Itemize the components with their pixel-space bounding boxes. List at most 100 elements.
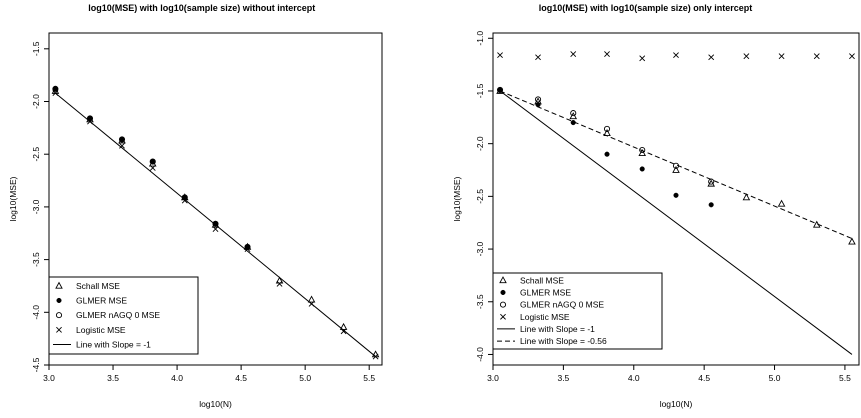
cross-point [308,300,315,307]
cross-point [276,280,283,287]
cross-point [849,53,855,60]
x-tick-label: 4.0 [628,373,640,383]
triangle-point [275,276,284,284]
cross-point [813,53,820,60]
legend-label: Logistic MSE [76,325,126,335]
cross-point [639,55,646,62]
legend-triangle-symbol [499,276,507,284]
cross-point [212,226,219,232]
cross-point [497,52,503,59]
cross-point [181,197,188,204]
dashed-reference-line [499,90,853,239]
legend-label: Line with Slope = -1 [76,339,151,349]
legend-cross-symbol [500,313,506,320]
triangle-point [339,322,348,330]
x-tick-label: 5.0 [769,373,781,383]
y-tick-label: -4.0 [31,305,41,320]
panel-1-legend: Schall MSE GLMER MSE GLMER nAGQ 0 MSE Logis… [48,276,199,355]
y-tick-label: -1.5 [475,83,485,98]
dot-point [570,120,576,126]
cross-point [149,164,156,171]
triangle-point [569,112,578,120]
x-tick-label: 3.5 [107,373,119,383]
y-tick-label: -2.0 [31,94,41,109]
dot-point [535,102,541,108]
dot-point [604,151,610,157]
panel-1-title: log10(MSE) with log10(sample size) witho… [88,3,315,13]
circle-point [672,162,680,169]
y-tick-label: -2.0 [475,136,485,151]
cross-point [52,90,59,96]
cross-point [778,53,785,60]
y-tick-label: -2.5 [475,189,485,204]
cross-point [535,54,541,61]
panel-1: log10(MSE) with log10(sample size) witho… [8,3,383,409]
cross-point [743,53,750,60]
circle-point [534,96,542,103]
legend-circle-symbol [55,312,63,319]
cross-point [570,51,577,57]
x-tick-label: 4.0 [171,373,183,383]
legend-box [48,276,199,355]
cross-point [87,118,93,125]
cross-point [119,142,125,149]
triangle-point [672,165,680,173]
y-axis-label: log10(MSE) [8,176,18,221]
legend-triangle-symbol [55,281,63,289]
y-tick-label: -3.0 [475,241,485,256]
circle-point [496,86,504,93]
triangle-point [777,199,786,207]
circle-point [118,136,126,143]
y-tick-label: -2.5 [31,147,41,162]
legend-circle-symbol [499,301,507,308]
dot-point [708,202,714,208]
x-tick-label: 3.0 [43,373,55,383]
x-tick-label: 5.5 [839,373,851,383]
panel-1-frame [48,32,383,366]
y-axis-label: log10(MSE) [452,176,462,221]
legend-label: GLMER nAGQ 0 MSE [520,300,604,310]
x-tick-label: 3.0 [487,373,499,383]
legend-label: GLMER nAGQ 0 MSE [76,310,160,320]
triangle-point [638,149,647,157]
y-tick-label: -1.0 [475,31,485,46]
legend-dot-symbol [500,289,506,296]
legend-cross-symbol [56,326,62,333]
panel-2: log10(MSE) with log10(sample size) only … [452,3,860,409]
legend-box [492,272,663,350]
y-tick-label: -3.5 [475,294,485,309]
panel-2-legend: Schall MSE GLMER MSE GLMER nAGQ 0 MSE Logis… [492,272,663,350]
circle-point [149,158,156,165]
legend-label: Schall MSE [76,281,120,291]
legend-label: GLMER MSE [520,287,571,297]
triangle-point [812,220,821,228]
panel-2-title: log10(MSE) with log10(sample size) only … [539,3,753,13]
x-tick-label: 4.5 [698,373,710,383]
triangle-point [742,193,751,201]
triangle-point [307,295,316,303]
solid-reference-line [499,90,853,355]
dot-point [673,192,679,198]
x-tick-label: 4.5 [235,373,247,383]
y-tick-label: -3.5 [31,252,41,267]
cross-point [673,52,679,59]
y-tick-label: -4.5 [31,357,41,372]
x-tick-label: 5.0 [299,373,311,383]
cross-point [372,353,379,360]
circle-point [52,85,59,92]
dot-point [639,166,645,172]
triangle-point [603,128,611,136]
x-tick-label: 5.5 [363,373,375,383]
x-tick-label: 3.5 [557,373,569,383]
cross-point [244,246,251,252]
cross-point [340,328,347,335]
x-axis-label: log10(N) [199,399,232,409]
y-tick-label: -1.5 [31,41,41,56]
circle-point [603,125,611,132]
y-tick-label: -3.0 [31,199,41,214]
triangle-point [848,237,856,245]
legend-label: GLMER MSE [76,295,127,305]
circle-point [708,178,715,185]
